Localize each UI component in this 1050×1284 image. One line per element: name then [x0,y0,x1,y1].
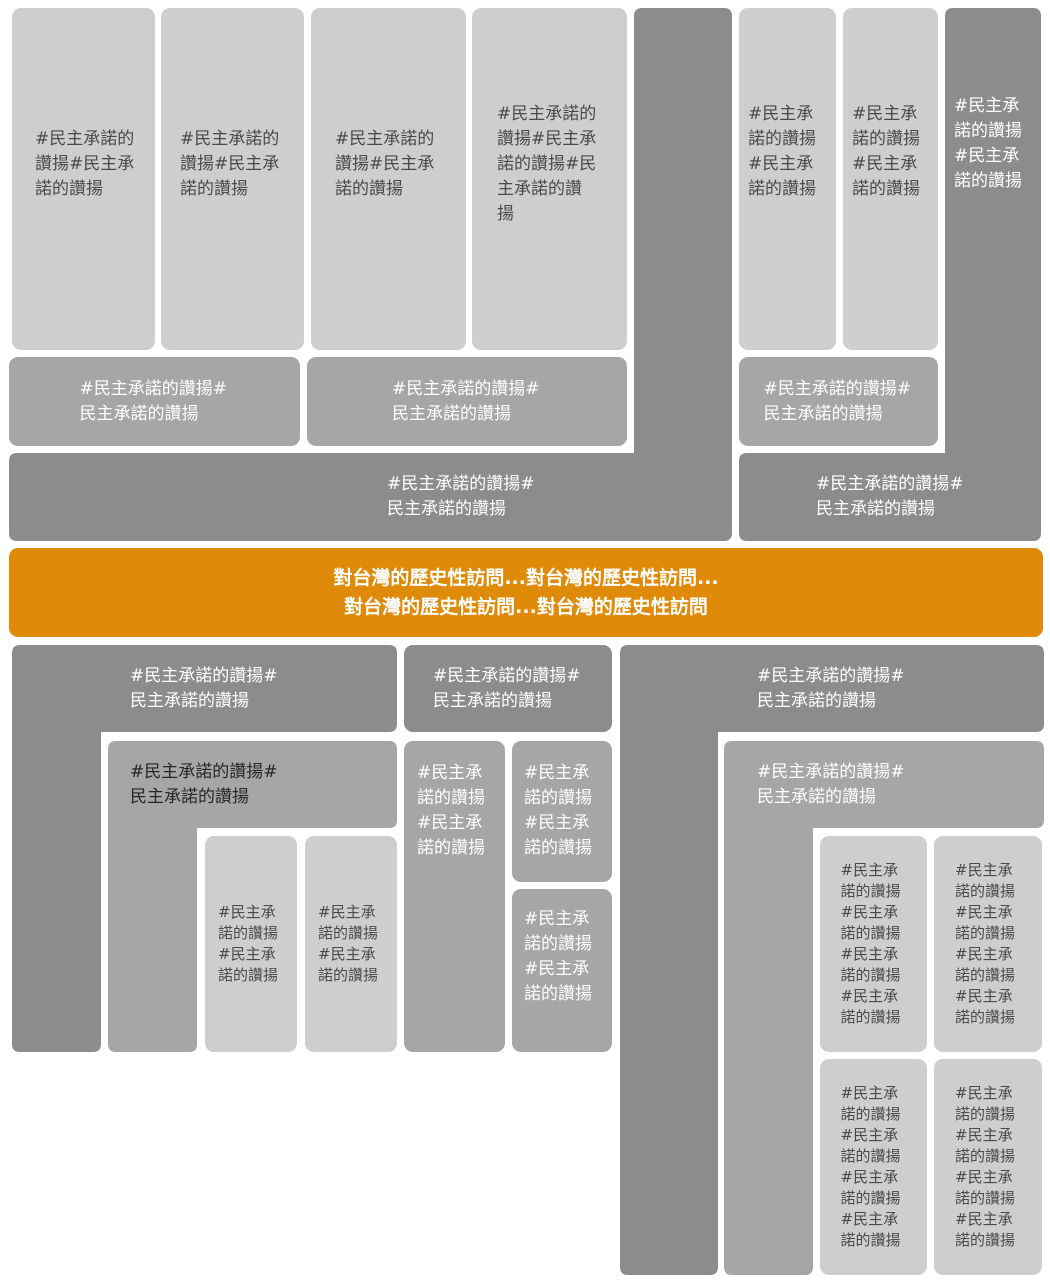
l-shape-top-left [9,8,732,541]
l-shape-bottom-right-inner [724,741,1044,1275]
tag-box: #民主承諾的讚揚#民主承諾的讚揚 [512,741,612,882]
tag-box: #民主承諾的讚揚#民主承諾的讚揚#民主承諾的讚揚#民主承諾的讚揚 [820,836,927,1052]
tag-text: #民主承諾的讚揚#民主承諾的讚揚 [130,666,278,711]
tag-box: #民主承諾的讚揚#民主承諾的讚揚#民主承諾的讚揚#民主承諾的讚揚 [934,1059,1042,1275]
tag-text: #民主承諾的讚揚#民主承諾的讚揚 [318,903,379,984]
tag-text: #民主承諾的讚揚#民主承諾的讚揚 [757,762,905,807]
tag-text: #民主承諾的讚揚#民主承諾的讚揚 [748,104,816,199]
tag-box: #民主承諾的讚揚#民主承諾的讚揚 [739,8,836,350]
tag-text: #民主承諾的讚揚#民主承諾的讚揚 [79,378,228,424]
tag-box: #民主承諾的讚揚#民主承諾的讚揚 [311,8,466,350]
tag-box: #民主承諾的讚揚#民主承諾的讚揚#民主承諾的讚揚#民主承諾的讚揚 [934,836,1042,1052]
tag-box: #民主承諾的讚揚#民主承諾的讚揚 [404,741,505,1052]
banner-line-2: 對台灣的歷史性訪問...對台灣的歷史性訪問 [344,595,708,618]
tag-text: #民主承諾的讚揚#民主承諾的讚揚 [335,129,435,199]
l-shape-bottom-right-outer [620,645,1044,1275]
tag-box: #民主承諾的讚揚#民主承諾的讚揚 [305,836,397,1052]
tag-text: #民主承諾的讚揚#民主承諾的讚揚#民主承諾的讚揚#民主承諾的讚揚 [955,1084,1016,1249]
tag-text: #民主承諾的讚揚#民主承諾的讚揚 [852,104,920,199]
tag-text: #民主承諾的讚揚#民主承諾的讚揚 [524,909,592,1004]
tag-box: #民主承諾的讚揚#民主承諾的讚揚 [307,357,627,446]
tag-text: #民主承諾的讚揚#民主承諾的讚揚 [757,666,905,711]
tag-box: #民主承諾的讚揚#民主承諾的讚揚 [739,357,938,446]
tag-text: #民主承諾的讚揚#民主承諾的讚揚 [130,762,278,807]
tag-text: #民主承諾的讚揚#民主承諾的讚揚#民主承諾的讚揚#民主承諾的讚揚 [840,861,901,1026]
tag-box: #民主承諾的讚揚#民主承諾的讚揚 [512,889,612,1052]
tag-text: #民主承諾的讚揚#民主承諾的讚揚 [392,378,540,424]
tag-box: #民主承諾的讚揚#民主承諾的讚揚 [404,645,612,732]
tag-text: #民主承諾的讚揚#民主承諾的讚揚 [387,474,535,519]
banner-line-1: 對台灣的歷史性訪問...對台灣的歷史性訪問... [333,566,719,589]
tag-box: #民主承諾的讚揚#民主承諾的讚揚#民主承諾的讚揚 [472,8,627,350]
tag-text: #民主承諾的讚揚#民主承諾的讚揚 [433,665,581,711]
tag-text: #民主承諾的讚揚#民主承諾的讚揚 [954,96,1022,191]
tag-text: #民主承諾的讚揚#民主承諾的讚揚 [524,763,592,858]
tag-box: #民主承諾的讚揚#民主承諾的讚揚 [161,8,304,350]
tag-text: #民主承諾的讚揚#民主承諾的讚揚 [417,763,485,858]
headline-banner: 對台灣的歷史性訪問...對台灣的歷史性訪問... 對台灣的歷史性訪問...對台灣… [9,548,1043,637]
tag-box: #民主承諾的讚揚#民主承諾的讚揚 [843,8,938,350]
tag-text: #民主承諾的讚揚#民主承諾的讚揚 [763,378,912,424]
tag-text: #民主承諾的讚揚#民主承諾的讚揚#民主承諾的讚揚#民主承諾的讚揚 [955,861,1016,1026]
tag-text: #民主承諾的讚揚#民主承諾的讚揚#民主承諾的讚揚 [497,104,597,224]
tag-text: #民主承諾的讚揚#民主承諾的讚揚 [35,129,135,199]
tag-text: #民主承諾的讚揚#民主承諾的讚揚 [816,474,964,519]
l-shape-bottom-left-outer [12,645,397,1052]
tag-box: #民主承諾的讚揚#民主承諾的讚揚 [9,357,300,446]
tag-box: #民主承諾的讚揚#民主承諾的讚揚 [12,8,155,350]
tag-box: #民主承諾的讚揚#民主承諾的讚揚 [205,836,297,1052]
l-shape-bottom-left-inner [108,741,397,1052]
tag-text: #民主承諾的讚揚#民主承諾的讚揚 [180,129,280,199]
tag-text: #民主承諾的讚揚#民主承諾的讚揚 [218,903,279,984]
tag-box: #民主承諾的讚揚#民主承諾的讚揚#民主承諾的讚揚#民主承諾的讚揚 [820,1059,927,1275]
tag-text: #民主承諾的讚揚#民主承諾的讚揚#民主承諾的讚揚#民主承諾的讚揚 [840,1084,901,1249]
l-shape-top-right [739,8,1041,541]
